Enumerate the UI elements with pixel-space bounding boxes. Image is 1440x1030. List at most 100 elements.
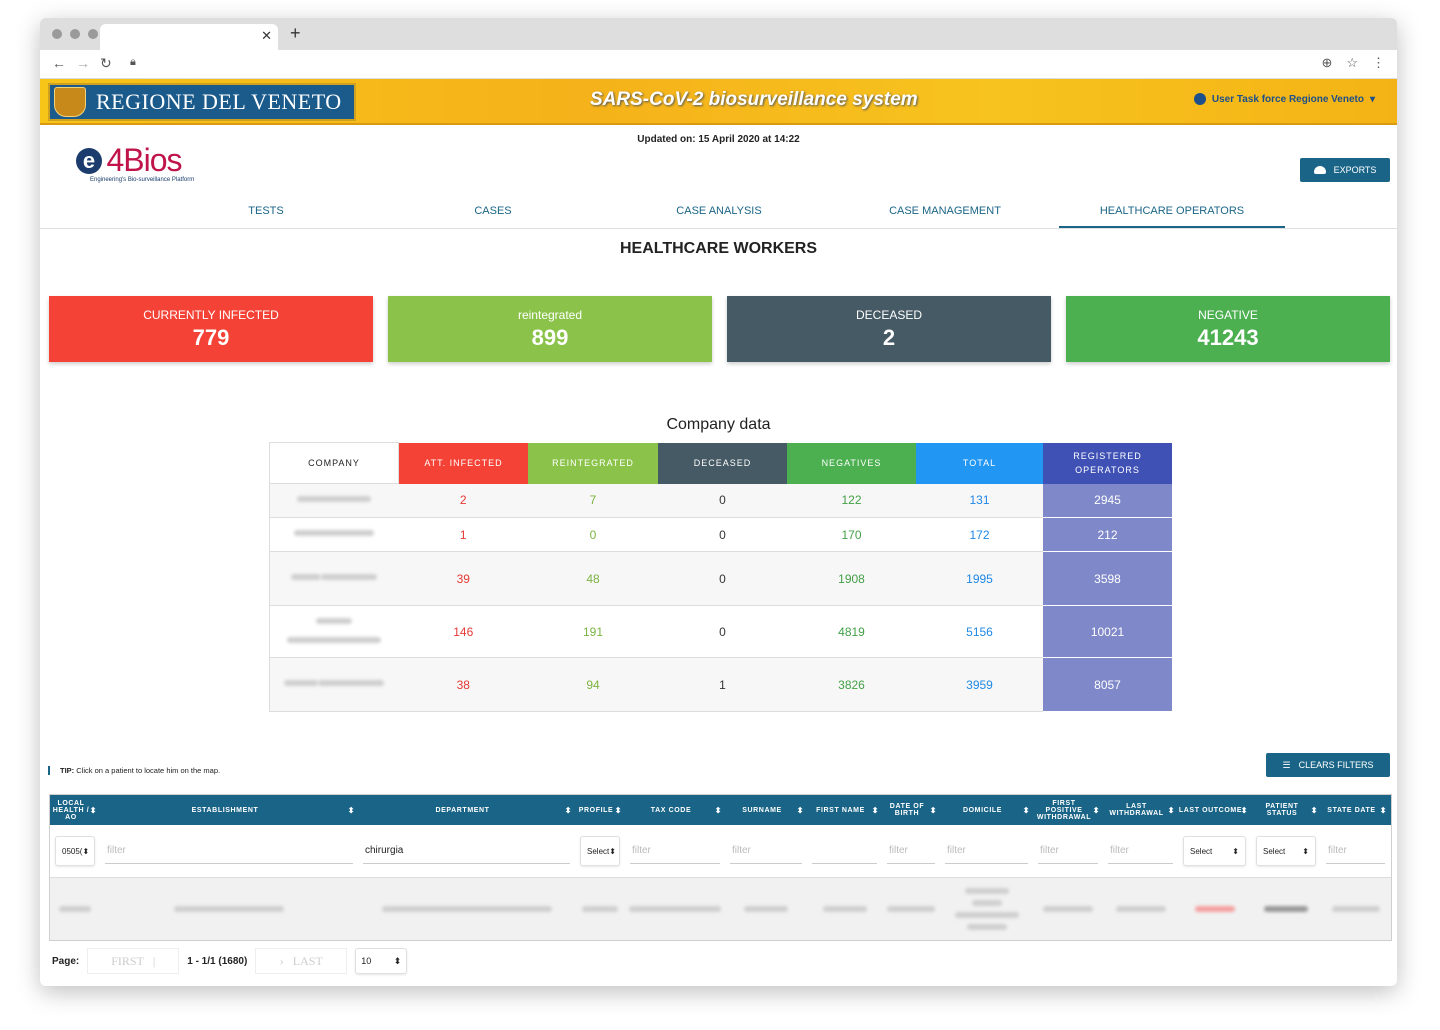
col-profile[interactable]: PROFILE ⬍ [575,795,625,825]
sort-icon[interactable]: ⬍ [1167,805,1175,815]
sort-icon[interactable]: ⬍ [564,805,572,815]
filter-cell: filter [1033,839,1103,864]
table-row[interactable] [50,878,1391,940]
company-table-header: COMPANY ATT. INFECTED REINTEGRATED DECEA… [269,442,1172,484]
tip-text: TIP: Click on a patient to locate him on… [48,766,220,775]
sort-icon[interactable]: ⬍ [796,805,804,815]
filter-input[interactable]: filter [630,839,720,864]
redacted-cell [882,906,940,912]
column-label: DATE OF BIRTH [889,803,925,817]
user-menu[interactable]: User Task force Regione Veneto ▾ [1193,93,1375,105]
sort-icon[interactable]: ⬍ [1379,805,1387,815]
filter-cell: Select ⬍ [1178,836,1251,866]
close-window-button[interactable] [52,29,62,39]
logo-mark: e [76,147,102,174]
filter-input[interactable]: filter [105,839,353,864]
sort-icon[interactable]: ⬍ [1310,805,1318,815]
col-domicile[interactable]: DOMICILE ⬍ [940,795,1033,825]
redacted-text [1043,906,1093,912]
rows-per-page-select[interactable]: 10 ⬍ [355,948,408,974]
filter-input[interactable]: filter [945,839,1028,864]
clear-filters-button[interactable]: ☰ CLEARS FILTERS [1266,753,1390,777]
cell-reintegrated: 191 [528,605,658,658]
column-label: PATIENT STATUS [1265,803,1299,817]
sort-icon[interactable]: ⬍ [929,805,937,815]
col-surname[interactable]: SURNAME ⬍ [725,795,807,825]
last-page-button[interactable]: › LAST [255,948,348,974]
redacted-text [822,906,867,912]
tab-healthcare-operators[interactable]: HEALTHCARE OPERATORS [1059,196,1285,228]
bookmark-star-icon[interactable]: ☆ [1346,55,1358,70]
local-health-select[interactable]: 0505(⬍ [55,836,95,866]
company-name-redacted [269,483,399,518]
tab-tests[interactable]: TESTS [248,205,284,217]
tab-case-analysis[interactable]: CASE ANALYSIS [676,205,762,217]
filter-input[interactable]: filter [1326,839,1385,864]
browser-menu-icon[interactable]: ⋮ [1372,55,1385,70]
column-label: ESTABLISHMENT [191,806,259,814]
filter-input[interactable]: filter [1038,839,1098,864]
col-establishment[interactable]: ESTABLISHMENT ⬍ [100,795,358,825]
sort-icon[interactable]: ⬍ [1240,805,1248,815]
sort-icon[interactable]: ⬍ [89,805,97,815]
department-filter-input[interactable]: chirurgia [363,839,570,864]
minimize-window-button[interactable] [70,29,80,39]
col-local-health-ao[interactable]: LOCAL HEALTH / AO ⬍ [50,795,100,825]
column-label: DEPARTMENT [435,806,490,814]
reload-icon[interactable]: ↻ [100,55,112,71]
cell-infected: 146 [398,605,528,658]
first-name-filter-input[interactable] [812,839,877,864]
maximize-window-button[interactable] [88,29,98,39]
cell-deceased: 1 [658,657,787,712]
col-first-name[interactable]: FIRST NAME ⬍ [807,795,882,825]
redacted-text [1331,906,1380,912]
company-row: 38 94 1 3826 3959 8057 [269,657,1172,712]
col-state-date[interactable]: STATE DATE ⬍ [1321,795,1390,825]
sort-icon[interactable]: ⬍ [871,805,879,815]
forward-icon[interactable]: → [76,55,90,71]
redacted-text [582,906,618,912]
sort-icon[interactable]: ⬍ [347,805,355,815]
filter-select[interactable]: Select ⬍ [580,836,620,866]
patients-filter-row: 0505(⬍ filter chirurgia Select ⬍ filter filter… [50,825,1391,878]
new-tab-icon[interactable]: + [290,23,301,43]
col-patient-status[interactable]: PATIENT STATUS ⬍ [1251,795,1321,825]
col-tax-code[interactable]: TAX CODE ⬍ [625,795,725,825]
install-icon[interactable]: ⊕ [1321,55,1333,70]
col-last-outcome[interactable]: LAST OUTCOME ⬍ [1178,795,1251,825]
chevron-down-icon: ▾ [1369,93,1375,105]
lock-icon[interactable]: 🔒︎ [130,56,136,68]
filter-input[interactable]: filter [730,839,802,864]
cell-deceased: 0 [658,551,787,606]
user-label: User Task force Regione Veneto [1211,93,1364,105]
redacted-text [1264,906,1308,912]
filter-input[interactable]: filter [1108,839,1173,864]
col-department[interactable]: DEPARTMENT ⬍ [358,795,575,825]
close-tab-icon[interactable]: ✕ [261,28,272,43]
cell-total: 1995 [916,551,1043,606]
browser-tab[interactable]: ✕ [100,24,278,50]
filter-select[interactable]: Select ⬍ [1183,836,1246,866]
column-label: DOMICILE [962,806,1003,814]
column-label: LAST OUTCOME [1178,806,1243,814]
col-date-of-birth[interactable]: DATE OF BIRTH ⬍ [882,795,940,825]
filter-select[interactable]: Select ⬍ [1256,836,1316,866]
exports-button[interactable]: EXPORTS [1300,158,1390,182]
app-logo: e 4Bios Engineering's Bio-surveillance P… [76,142,194,183]
sort-icon[interactable]: ⬍ [1092,805,1100,815]
sort-icon[interactable]: ⬍ [1022,805,1030,815]
stat-card-negative: NEGATIVE 41243 [1066,296,1390,362]
redacted-text [297,496,372,502]
sort-icon[interactable]: ⬍ [614,805,622,815]
filter-input[interactable]: filter [887,839,935,864]
company-name-redacted [269,605,399,658]
col-first-positive-withdrawal[interactable]: FIRST POSITIVE WITHDRAWAL ⬍ [1033,795,1103,825]
tab-case-management[interactable]: CASE MANAGEMENT [889,205,1001,217]
back-icon[interactable]: ← [52,55,66,71]
sort-icon[interactable]: ⬍ [714,805,722,815]
first-page-button[interactable]: FIRST | [87,948,180,974]
tab-cases[interactable]: CASES [474,205,512,217]
redacted-text [1194,906,1235,912]
col-last-withdrawal[interactable]: LAST WITHDRAWAL ⬍ [1103,795,1178,825]
tip-bold: TIP: [60,766,75,775]
